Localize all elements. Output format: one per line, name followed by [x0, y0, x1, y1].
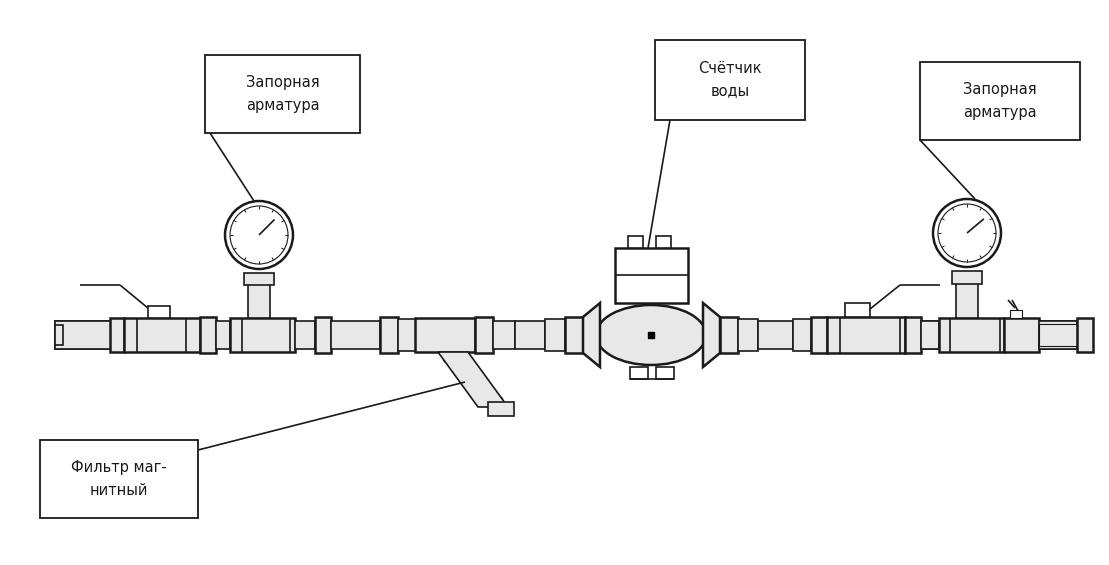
Bar	[488, 402, 513, 416]
Bar	[628, 236, 643, 248]
Bar	[494, 321, 515, 349]
Bar	[205, 55, 360, 133]
Bar	[415, 318, 475, 352]
Bar	[545, 319, 564, 351]
Circle shape	[230, 206, 288, 264]
Bar	[905, 317, 920, 353]
Bar	[216, 321, 230, 349]
Bar	[564, 317, 583, 353]
Bar	[793, 319, 811, 351]
Bar	[956, 283, 978, 318]
Bar	[657, 367, 674, 379]
Bar	[920, 321, 1075, 349]
Polygon shape	[583, 303, 600, 367]
Ellipse shape	[596, 305, 706, 365]
Circle shape	[938, 204, 996, 262]
Bar	[110, 318, 124, 352]
Bar	[55, 325, 63, 345]
Bar	[720, 317, 737, 353]
Text: Запорная
арматура: Запорная арматура	[246, 75, 319, 112]
Bar	[330, 321, 380, 349]
Circle shape	[933, 199, 1001, 267]
Bar	[248, 283, 269, 318]
Bar	[55, 321, 115, 349]
Bar	[55, 321, 200, 349]
Bar	[615, 248, 688, 303]
Bar	[757, 321, 793, 349]
Bar	[1039, 324, 1077, 346]
Bar	[244, 273, 274, 285]
Text: Запорная
арматура: Запорная арматура	[964, 82, 1037, 120]
Bar	[811, 317, 827, 353]
Bar	[200, 317, 216, 353]
Text: Счётчик
воды: Счётчик воды	[699, 62, 762, 99]
Bar	[1010, 310, 1022, 318]
Text: Фильтр маг-
нитный: Фильтр маг- нитный	[71, 460, 166, 498]
Bar	[1039, 321, 1077, 349]
Bar	[1004, 318, 1039, 352]
Bar	[827, 317, 905, 353]
Bar	[737, 319, 757, 351]
Bar	[295, 321, 315, 349]
Polygon shape	[703, 303, 720, 367]
Bar	[315, 317, 330, 353]
Bar	[657, 236, 671, 248]
Bar	[380, 317, 398, 353]
Bar	[952, 271, 981, 284]
Bar	[920, 62, 1080, 140]
Bar	[475, 317, 494, 353]
Bar	[939, 318, 1004, 352]
Bar	[124, 318, 200, 352]
Polygon shape	[438, 352, 508, 407]
Bar	[845, 303, 869, 317]
Bar	[398, 319, 418, 351]
Bar	[147, 306, 170, 318]
Bar	[1077, 318, 1093, 352]
Bar	[40, 440, 199, 518]
Circle shape	[225, 201, 293, 269]
Bar	[630, 367, 648, 379]
Bar	[655, 40, 805, 120]
Bar	[515, 321, 545, 349]
Bar	[920, 321, 939, 349]
Bar	[230, 318, 295, 352]
